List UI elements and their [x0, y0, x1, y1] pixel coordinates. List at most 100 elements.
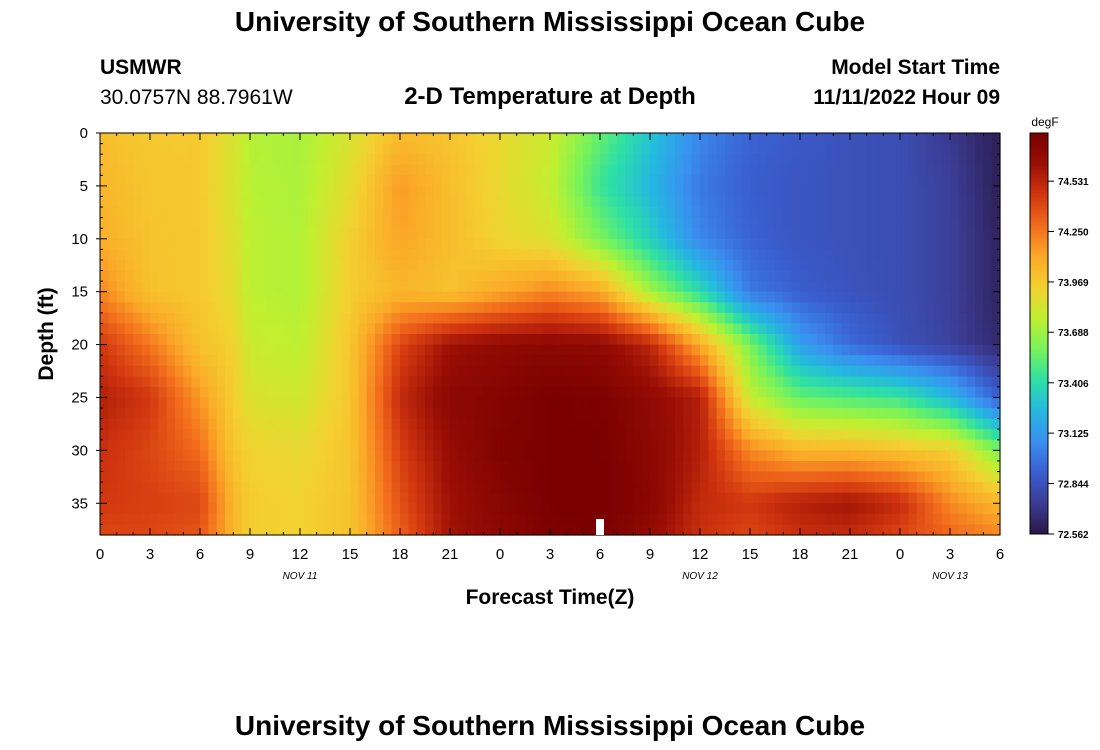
heatmap-cell [950, 207, 959, 219]
heatmap-cell [583, 355, 593, 367]
heatmap-cell [191, 503, 201, 515]
heatmap-cell [841, 281, 851, 293]
heatmap-cell [975, 429, 984, 441]
heatmap-cell [725, 259, 734, 272]
footer-title: University of Southern Mississippi Ocean… [234, 710, 866, 741]
heatmap-cell [741, 281, 751, 293]
heatmap-cell [458, 365, 468, 377]
heatmap-cell [616, 471, 626, 483]
heatmap-cell [308, 492, 318, 504]
heatmap-cell [433, 397, 443, 409]
heatmap-cell [916, 217, 926, 229]
heatmap-cell [333, 355, 343, 367]
heatmap-cell [725, 185, 734, 198]
heatmap-cell [625, 503, 634, 515]
heatmap-cell [566, 323, 576, 335]
heatmap-cell [575, 355, 584, 367]
heatmap-cell [508, 524, 518, 536]
heatmap-cell [200, 450, 209, 462]
heatmap-cell [116, 408, 126, 420]
heatmap-cell [408, 143, 418, 155]
heatmap-cell [283, 185, 293, 198]
heatmap-cell [266, 334, 276, 346]
heatmap-cell [108, 418, 118, 430]
heatmap-cell [950, 259, 959, 272]
heatmap-cell [975, 133, 984, 145]
heatmap-cell [733, 175, 743, 187]
heatmap-cell [750, 143, 759, 155]
heatmap-cell [425, 228, 434, 240]
heatmap-cell [216, 365, 226, 377]
heatmap-cell [316, 164, 326, 176]
heatmap-cell [400, 450, 409, 462]
heatmap-cell [358, 259, 368, 272]
heatmap-cell [291, 175, 301, 187]
heatmap-cell [350, 513, 359, 526]
heatmap-cell [141, 154, 151, 166]
heatmap-cell [350, 207, 359, 219]
heatmap-cell [508, 355, 518, 367]
heatmap-cell [466, 312, 476, 325]
heatmap-cell [125, 259, 134, 272]
heatmap-cell [241, 281, 251, 293]
heatmap-cell [816, 270, 826, 282]
heatmap-cell [600, 175, 609, 187]
heatmap-cell [416, 386, 426, 399]
heatmap-cell [466, 164, 476, 176]
heatmap-cell [516, 133, 526, 145]
heatmap-cell [858, 143, 868, 155]
heatmap-cell [275, 344, 284, 356]
heatmap-cell [758, 270, 768, 282]
heatmap-cell [200, 355, 209, 367]
heatmap-cell [700, 281, 709, 293]
heatmap-cell [858, 281, 868, 293]
heatmap-cell [508, 185, 518, 198]
heatmap-cell [366, 418, 376, 430]
heatmap-cell [983, 386, 993, 399]
heatmap-cell [383, 323, 393, 335]
heatmap-cell [683, 217, 693, 229]
heatmap-cell [908, 164, 918, 176]
heatmap-cell [550, 196, 559, 208]
heatmap-cell [883, 291, 893, 303]
heatmap-cell [758, 355, 768, 367]
heatmap-cell [558, 524, 568, 536]
heatmap-cell [983, 302, 993, 314]
heatmap-cell [550, 185, 559, 198]
heatmap-cell [233, 429, 243, 441]
heatmap-cell [991, 249, 1001, 261]
heatmap-cell [208, 143, 218, 155]
heatmap-cell [108, 249, 118, 261]
heatmap-cell [608, 217, 618, 229]
heatmap-cell [375, 217, 384, 229]
heatmap-cell [975, 503, 984, 515]
heatmap-cell [825, 291, 834, 303]
heatmap-cell [483, 513, 493, 526]
heatmap-cell [925, 513, 934, 526]
heatmap-cell [300, 228, 309, 240]
heatmap-cell [591, 397, 601, 409]
heatmap-cell [408, 471, 418, 483]
heatmap-cell [900, 513, 909, 526]
heatmap-cell [233, 482, 243, 494]
heatmap-cell [800, 259, 809, 272]
heatmap-cell [116, 323, 126, 335]
heatmap-cell [591, 376, 601, 388]
heatmap-cell [566, 259, 576, 272]
heatmap-cell [125, 175, 134, 187]
heatmap-cell [600, 429, 609, 441]
heatmap-cell [675, 238, 684, 250]
heatmap-cell [200, 207, 209, 219]
heatmap-cell [575, 397, 584, 409]
heatmap-cell [933, 524, 943, 536]
heatmap-cell [141, 291, 151, 303]
heatmap-cell [466, 217, 476, 229]
heatmap-cell [391, 408, 401, 420]
heatmap-cell [941, 482, 951, 494]
heatmap-cell [850, 344, 859, 356]
x-tick-label: 0 [96, 546, 104, 563]
heatmap-cell [775, 143, 784, 155]
heatmap-cell [716, 460, 726, 473]
heatmap-cell [716, 408, 726, 420]
heatmap-cell [741, 344, 751, 356]
